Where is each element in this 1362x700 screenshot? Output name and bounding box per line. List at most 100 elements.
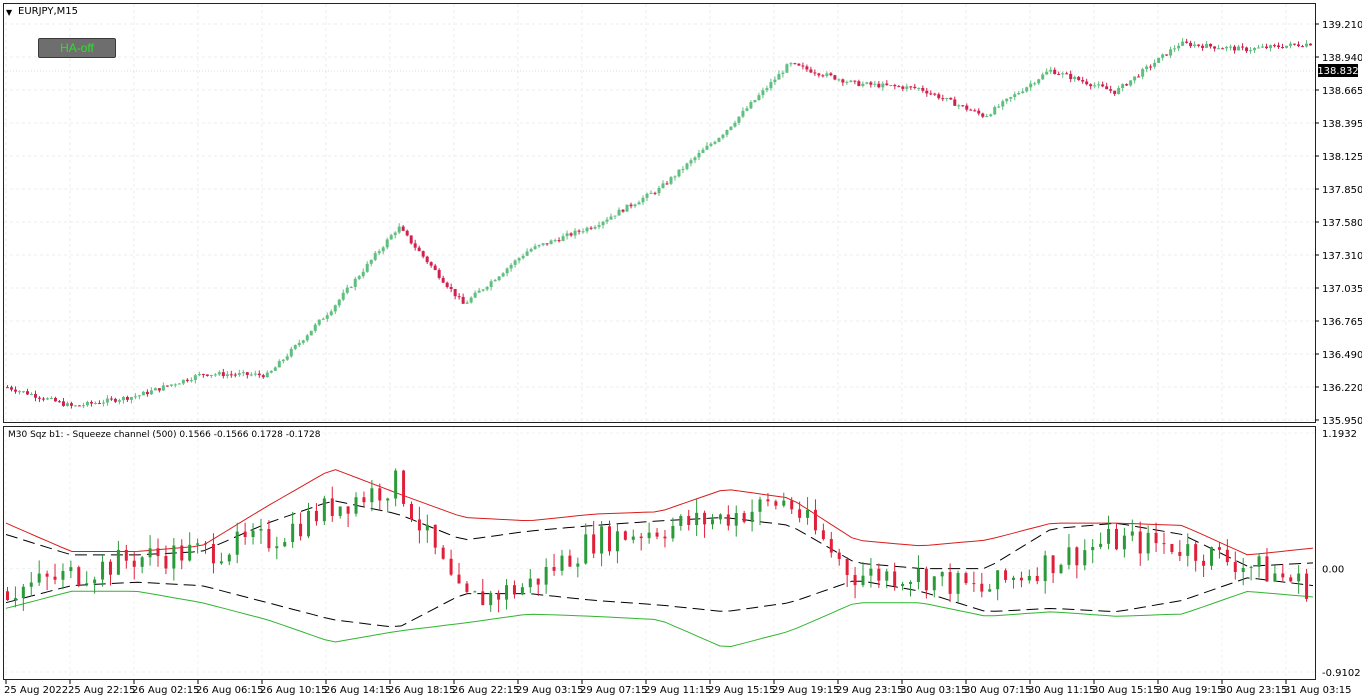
candle-body (945, 97, 949, 99)
candle-body (697, 152, 701, 158)
candle-body (481, 289, 485, 291)
candle-body (601, 221, 605, 226)
candle-body (605, 219, 609, 222)
candle-body (425, 256, 429, 263)
time-tick-label: 30 Aug 23:15 (1220, 685, 1287, 696)
indicator-candle-body (1146, 532, 1150, 554)
candle-body (197, 373, 201, 376)
candle-body (1029, 83, 1033, 88)
indicator-candle-body (108, 561, 112, 575)
indicator-candle-body (782, 500, 786, 506)
time-tick-label: 30 Aug 11:15 (1028, 685, 1095, 696)
indicator-candle-body (695, 512, 699, 526)
candle-body (961, 105, 965, 107)
indicator-candle-body (584, 534, 588, 564)
ha-toggle-button[interactable]: HA-off (38, 38, 116, 58)
candle-body (1089, 84, 1093, 87)
candle-body (969, 109, 973, 111)
indicator-candle-body (964, 573, 968, 584)
candle-body (745, 108, 749, 111)
candle-body (125, 396, 129, 400)
indicator-candle-body (1281, 573, 1285, 578)
candle-body (869, 82, 873, 85)
candle-body (813, 72, 817, 74)
candle-body (589, 227, 593, 229)
candle-body (29, 394, 33, 396)
indicator-candle-body (631, 536, 635, 540)
candle-body (761, 90, 765, 96)
indicator-candle-body (552, 567, 556, 571)
indicator-candle-body (1273, 573, 1277, 582)
indicator-candle-body (687, 515, 691, 526)
indicator-pane[interactable]: 1.1932 0.00 -0.9102 M30 Sqz b1: - Squeeze … (3, 426, 1361, 680)
candle-body (545, 243, 549, 245)
candle-body (113, 398, 117, 402)
candle-body (565, 233, 569, 237)
candle-body (205, 374, 209, 376)
candle-body (821, 75, 825, 77)
indicator-candle-body (726, 514, 730, 526)
price-tick-label: 138.125 (1322, 152, 1362, 163)
candle-body (785, 64, 789, 73)
time-tick-label: 30 Aug 19:15 (1156, 685, 1223, 696)
candle-body (533, 246, 537, 250)
indicator-candle-body (877, 568, 881, 581)
candle-body (653, 192, 657, 194)
candle-body (285, 356, 289, 360)
candle-body (753, 100, 757, 103)
candle-body (1213, 46, 1217, 49)
indicator-candle-body (1099, 543, 1103, 547)
indicator-candle-body (1114, 528, 1118, 550)
candle-body (305, 335, 309, 341)
indicator-candle-body (394, 470, 398, 499)
indicator-candle-body (37, 573, 41, 583)
candle-body (1025, 87, 1029, 92)
candle-body (621, 209, 625, 212)
candle-body (485, 286, 489, 290)
indicator-candle-body (703, 512, 707, 525)
indicator-candle-body (219, 561, 223, 564)
candle-body (861, 83, 865, 86)
indicator-candle-body (790, 500, 794, 510)
candle-body (277, 361, 281, 368)
candle-body (449, 287, 453, 289)
indicator-candle-body (362, 497, 366, 503)
indicator-candle-body (774, 501, 778, 506)
indicator-candle-body (1130, 531, 1134, 536)
candle-body (37, 397, 41, 399)
candle-body (977, 110, 981, 114)
candle-body (1293, 43, 1297, 45)
indicator-candle-body (489, 592, 493, 606)
candle-body (1137, 76, 1141, 78)
indicator-candle-body (932, 576, 936, 591)
candle-body (625, 204, 629, 212)
indicator-candle-body (996, 570, 1000, 590)
indicator-candle-body (710, 519, 714, 525)
candle-body (137, 395, 141, 397)
candle-body (1061, 73, 1065, 75)
indicator-candle-body (172, 545, 176, 569)
candle-body (965, 105, 969, 110)
indicator-candle-body (1217, 547, 1221, 550)
candle-body (693, 157, 697, 161)
candle-body (153, 388, 157, 391)
candle-body (341, 292, 345, 300)
candle-body (257, 373, 261, 376)
candle-body (685, 163, 689, 170)
candle-body (1257, 47, 1261, 49)
candle-body (6, 387, 9, 389)
candle-body (1013, 94, 1017, 98)
mid-lower-line (5, 577, 1314, 628)
price-chart-pane[interactable]: 139.210 138.940 138.665 138.395 138.125 137.8… (3, 3, 1362, 428)
symbol-triangle-icon[interactable]: ▼ (6, 8, 13, 17)
candle-body (649, 192, 653, 194)
candle-body (181, 379, 185, 384)
time-tick-label: 25 Aug 22:15 (68, 685, 135, 696)
candle-body (41, 398, 45, 400)
candle-body (1225, 46, 1229, 49)
candle-body (365, 263, 369, 272)
candle-body (1189, 42, 1193, 47)
indicator-candle-body (1035, 575, 1039, 582)
indicator-candle-body (1210, 547, 1214, 566)
